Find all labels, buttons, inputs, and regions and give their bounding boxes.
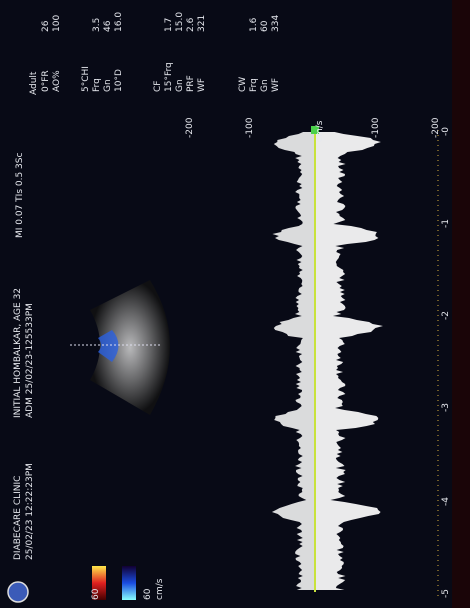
logo — [7, 581, 29, 603]
param-label: AO% — [52, 70, 62, 92]
time-label: -3 — [441, 403, 451, 412]
param-label: 0°FR — [41, 70, 51, 92]
color-bar-bottom: 60 — [143, 588, 153, 600]
param-label: 10°D — [114, 69, 124, 92]
color-box — [98, 330, 119, 362]
time-label: -0 — [441, 127, 451, 136]
time-label: -2 — [441, 311, 451, 320]
doppler-spectrum — [271, 132, 383, 590]
param-value: 15.0 — [175, 12, 185, 32]
param-value: 46 — [103, 20, 113, 32]
param-label: CF — [153, 81, 163, 92]
color-bar-warm — [92, 566, 106, 600]
velocity-label: -200 — [185, 117, 195, 138]
param-label: WF — [197, 78, 207, 92]
spectrum-right — [315, 132, 383, 590]
date-time: 25/02/23 12:22:23PM — [25, 463, 35, 560]
param-value: 26 — [41, 20, 51, 32]
b-mode-image — [90, 280, 170, 415]
color-bar-top: 60 — [91, 588, 101, 600]
time-label: -1 — [441, 219, 451, 228]
spectrum-left — [271, 132, 315, 590]
param-value: 60 — [260, 20, 270, 32]
param-value: 3.5 — [92, 18, 102, 32]
param-value: 321 — [197, 15, 207, 32]
param-value: 2.6 — [186, 17, 196, 32]
param-label: WF — [271, 78, 281, 92]
param-label: Gn — [260, 79, 270, 92]
param-value: 16.0 — [114, 12, 124, 32]
clinic-name: DIABECARE CLINIC — [13, 476, 23, 560]
color-bar-unit: cm/s — [155, 578, 165, 600]
preset: Adult — [29, 71, 39, 95]
param-value: 1.7 — [164, 18, 174, 32]
time-label: -5 — [441, 589, 451, 598]
param-label: Gn — [103, 79, 113, 92]
baseline-marker — [311, 126, 319, 134]
param-value: 1.6 — [249, 17, 259, 32]
time-label: -4 — [441, 497, 451, 506]
param-value: 100 — [52, 15, 62, 32]
param-label: Frq — [92, 78, 102, 92]
param-label: PRF — [186, 75, 196, 92]
indices: MI 0.07 TIs 0.5 3Sc — [15, 153, 25, 238]
param-label: 5°CHI — [81, 66, 91, 92]
admission: ADM 25/02/23-125533PM — [25, 303, 35, 418]
param-label: Gn — [175, 79, 185, 92]
param-value: 334 — [271, 15, 281, 32]
color-bar-cool — [122, 566, 136, 600]
velocity-label: -100 — [245, 117, 255, 138]
velocity-unit: cm/s — [315, 120, 325, 142]
screen-edge — [452, 0, 470, 608]
param-label: CW — [238, 77, 248, 92]
velocity-label: -200 — [431, 117, 441, 138]
velocity-label: -100 — [371, 117, 381, 138]
param-label: 15°Frq — [164, 62, 174, 92]
param-label: Frq — [249, 78, 259, 92]
patient-name: INITIAL HOMBALKAR, AGE 32 — [13, 288, 23, 418]
